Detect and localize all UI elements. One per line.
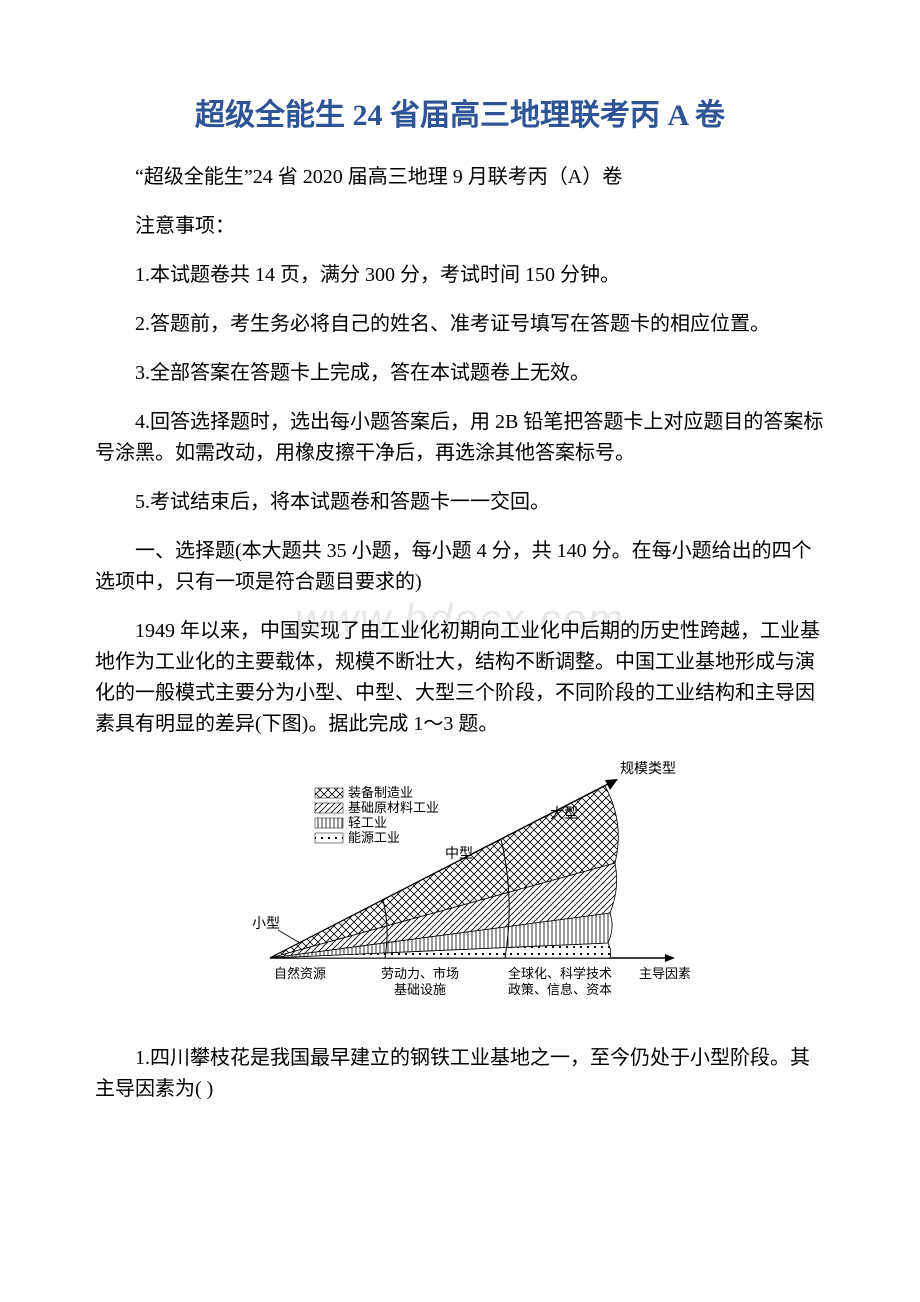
legend: 装备制造业 基础原材料工业 轻工业 能源工业: [315, 785, 439, 845]
notice-1: 1.本试题卷共 14 页，满分 300 分，考试时间 150 分钟。: [95, 260, 825, 291]
stage-label-medium: 中型: [445, 846, 473, 862]
x-label-3b: 政策、信息、资本: [508, 982, 612, 997]
industry-stages-chart: 装备制造业 基础原材料工业 轻工业 能源工业 规模类型: [200, 758, 720, 1018]
y-axis-label: 规模类型: [620, 761, 676, 777]
legend-label-1: 装备制造业: [348, 785, 413, 800]
document-content: 超级全能生 24 省届高三地理联考丙 A 卷 “超级全能生”24 省 2020 …: [95, 90, 825, 1105]
context-paragraph: 1949 年以来，中国实现了由工业化初期向工业化中后期的历史性跨越，工业基地作为…: [95, 616, 825, 740]
stage-label-large: 大型: [550, 806, 578, 822]
x-label-2a: 劳动力、市场: [381, 966, 459, 981]
legend-label-4: 能源工业: [348, 830, 400, 845]
x-axis-label: 主导因素: [639, 966, 691, 981]
notice-5: 5.考试结束后，将本试题卷和答题卡一一交回。: [95, 487, 825, 518]
document-title: 超级全能生 24 省届高三地理联考丙 A 卷: [95, 90, 825, 134]
notice-2: 2.答题前，考生务必将自己的姓名、准考证号填写在答题卡的相应位置。: [95, 309, 825, 340]
diagram: 装备制造业 基础原材料工业 轻工业 能源工业 规模类型: [95, 758, 825, 1023]
x-label-3a: 全球化、科学技术: [508, 966, 612, 981]
notice-heading: 注意事项：: [95, 211, 825, 242]
x-label-2b: 基础设施: [394, 982, 446, 997]
legend-label-2: 基础原材料工业: [348, 800, 439, 815]
subtitle: “超级全能生”24 省 2020 届高三地理 9 月联考丙（A）卷: [95, 162, 825, 193]
notice-4: 4.回答选择题时，选出每小题答案后，用 2B 铅笔把答题卡上对应题目的答案标号涂…: [95, 407, 825, 469]
x-label-1: 自然资源: [274, 966, 326, 981]
legend-label-3: 轻工业: [348, 815, 387, 830]
question-1: 1.四川攀枝花是我国最早建立的钢铁工业基地之一，至今仍处于小型阶段。其主导因素为…: [95, 1043, 825, 1105]
section-heading: 一、选择题(本大题共 35 小题，每小题 4 分，共 140 分。在每小题给出的…: [95, 536, 825, 598]
stage-label-small: 小型: [252, 916, 280, 932]
notice-3: 3.全部答案在答题卡上完成，答在本试题卷上无效。: [95, 358, 825, 389]
